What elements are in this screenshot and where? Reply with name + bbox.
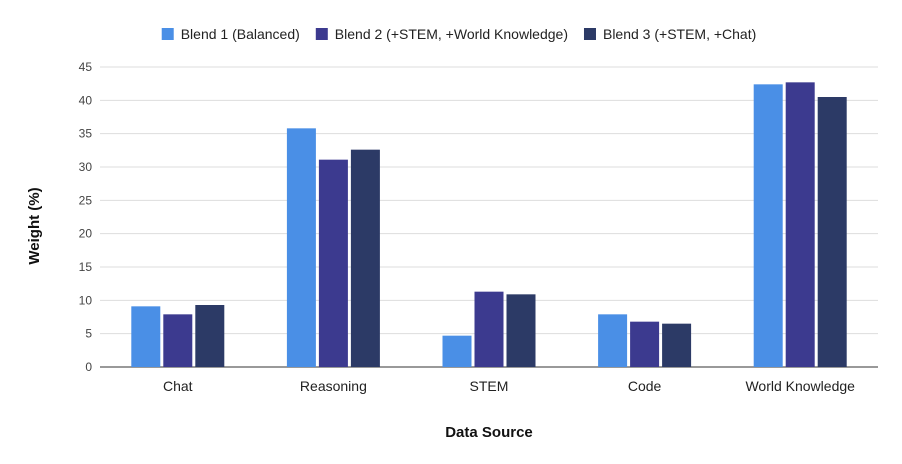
bar-series-1-code [598, 314, 628, 367]
bar-series-2-world-knowledge [785, 82, 815, 367]
bar-series-3-world-knowledge [817, 97, 847, 367]
legend-label: Blend 1 (Balanced) [181, 26, 300, 42]
legend-swatch-series-1 [161, 28, 174, 40]
x-tick-label: STEM [470, 378, 509, 394]
legend-label: Blend 3 (+STEM, +Chat) [603, 26, 756, 42]
bar-series-1-world-knowledge [753, 84, 783, 367]
bar-series-3-code [662, 323, 692, 367]
gridlines [100, 66, 878, 368]
x-tick-label: Code [628, 378, 662, 394]
y-tick-label: 35 [79, 127, 93, 141]
bar-series-1-stem [442, 335, 472, 367]
legend-swatch-series-2 [315, 28, 328, 40]
x-axis-ticks: Chat Reasoning STEM Code World Knowledge [163, 378, 855, 394]
bar-series-2-stem [474, 291, 504, 367]
y-tick-label: 20 [79, 227, 93, 241]
bar-series-2-chat [163, 314, 193, 367]
y-tick-label: 15 [79, 260, 93, 274]
bar-series-1-chat [131, 306, 161, 367]
y-tick-label: 40 [79, 93, 93, 107]
y-axis-ticks: 0 5 10 15 20 25 30 35 40 45 [79, 60, 93, 374]
x-tick-label: World Knowledge [745, 378, 855, 394]
y-tick-label: 0 [85, 360, 92, 374]
bar-series-2-reasoning [318, 159, 348, 367]
y-tick-label: 30 [79, 160, 93, 174]
x-tick-label: Reasoning [300, 378, 367, 394]
legend: Blend 1 (Balanced) Blend 2 (+STEM, +World… [161, 26, 756, 42]
bars [131, 82, 847, 367]
y-tick-label: 25 [79, 193, 93, 207]
bar-series-3-chat [195, 305, 225, 367]
y-tick-label: 45 [79, 60, 93, 74]
x-axis-title: Data Source [445, 424, 533, 441]
bar-series-2-code [630, 321, 660, 367]
bar-series-3-reasoning [350, 149, 380, 367]
legend-swatch-series-3 [583, 28, 596, 40]
y-tick-label: 5 [85, 327, 92, 341]
bar-series-1-reasoning [286, 128, 316, 367]
x-tick-label: Chat [163, 378, 193, 394]
y-tick-label: 10 [79, 293, 93, 307]
bar-series-3-stem [506, 294, 536, 367]
y-axis-title: Weight (%) [26, 187, 43, 264]
legend-label: Blend 2 (+STEM, +World Knowledge) [335, 26, 568, 42]
